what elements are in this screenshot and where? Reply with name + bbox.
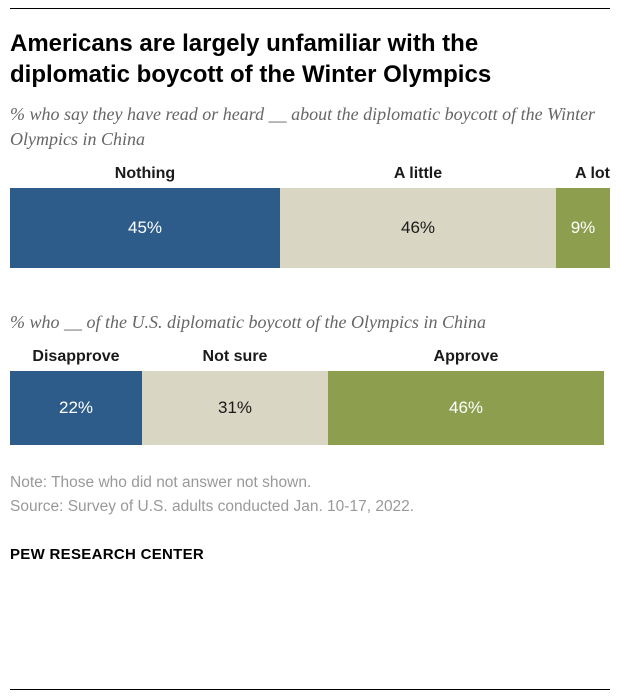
bottom-rule: [10, 689, 610, 690]
bar-segment: 9%: [556, 188, 610, 269]
segment-label: Nothing: [114, 165, 176, 183]
note-text: Note: Those who did not answer not shown…: [10, 474, 312, 492]
bar-segment: 46%: [328, 371, 604, 446]
segment-label-row: Disapprove Not sure Approve: [10, 348, 610, 366]
top-rule: [10, 8, 610, 9]
chart-question-1: % who say they have read or heard __ abo…: [10, 104, 596, 149]
chart-question-2: % who __ of the U.S. diplomatic boycott …: [10, 312, 486, 333]
segment-label: Approve: [433, 348, 499, 366]
source-text: Source: Survey of U.S. adults conducted …: [10, 497, 415, 515]
stacked-bar: 22% 31% 46%: [10, 371, 610, 446]
segment-label: A little: [393, 165, 443, 183]
notes-block: Note: Those who did not answer not shown…: [10, 471, 610, 518]
segment-label-row: Nothing A little A lot: [10, 165, 610, 183]
segment-label: Not sure: [202, 348, 268, 366]
bar-segment: 22%: [10, 371, 142, 446]
bar-segment: 45%: [10, 188, 280, 269]
stacked-bar: 45% 46% 9%: [10, 188, 610, 269]
page-title: Americans are largely unfamiliar with th…: [10, 30, 492, 88]
bar-segment: 31%: [142, 371, 328, 446]
bar-segment: 46%: [280, 188, 556, 269]
stacked-bar-chart-approval: Disapprove Not sure Approve 22% 31% 46%: [10, 348, 610, 446]
footer-brand: PEW RESEARCH CENTER: [10, 545, 205, 563]
spacer: [10, 577, 610, 689]
segment-label: A lot: [575, 165, 610, 183]
stacked-bar-chart-familiarity: Nothing A little A lot 45% 46% 9%: [10, 165, 610, 269]
segment-label: Disapprove: [32, 348, 120, 366]
